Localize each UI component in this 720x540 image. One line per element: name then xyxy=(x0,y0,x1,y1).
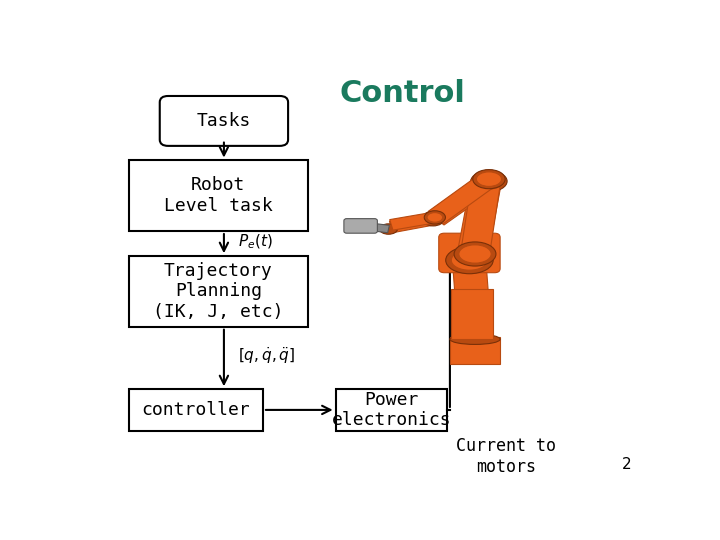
FancyBboxPatch shape xyxy=(129,389,263,431)
Ellipse shape xyxy=(422,211,444,226)
Text: Current to
motors: Current to motors xyxy=(456,437,556,476)
FancyBboxPatch shape xyxy=(450,337,500,364)
Polygon shape xyxy=(390,213,438,233)
Ellipse shape xyxy=(477,172,502,186)
Ellipse shape xyxy=(427,213,443,222)
Ellipse shape xyxy=(379,224,397,234)
Polygon shape xyxy=(461,180,500,255)
Polygon shape xyxy=(453,264,492,340)
Ellipse shape xyxy=(446,247,493,274)
Polygon shape xyxy=(390,212,436,230)
Ellipse shape xyxy=(450,334,500,345)
Ellipse shape xyxy=(451,250,487,270)
Text: $P_e(t)$: $P_e(t)$ xyxy=(238,232,273,251)
Text: Power
electronics: Power electronics xyxy=(331,390,451,429)
Polygon shape xyxy=(457,180,501,258)
Polygon shape xyxy=(451,289,493,339)
Polygon shape xyxy=(428,173,497,224)
Polygon shape xyxy=(428,175,497,225)
Text: $[q, \dot{q}, \ddot{q}]$: $[q, \dot{q}, \ddot{q}]$ xyxy=(238,346,295,366)
Ellipse shape xyxy=(425,213,441,224)
Ellipse shape xyxy=(475,173,503,189)
Text: 2: 2 xyxy=(621,457,631,472)
Text: Control: Control xyxy=(340,79,465,109)
FancyBboxPatch shape xyxy=(438,233,500,273)
FancyBboxPatch shape xyxy=(129,256,307,327)
Text: Tasks: Tasks xyxy=(197,112,251,130)
Ellipse shape xyxy=(459,245,491,263)
Ellipse shape xyxy=(424,211,446,224)
FancyBboxPatch shape xyxy=(344,219,377,233)
FancyBboxPatch shape xyxy=(129,160,307,231)
Text: Trajectory
Planning
(IK, J, etc): Trajectory Planning (IK, J, etc) xyxy=(153,261,284,321)
Text: Robot
Level task: Robot Level task xyxy=(164,177,273,215)
Polygon shape xyxy=(354,221,390,233)
FancyBboxPatch shape xyxy=(160,96,288,146)
Ellipse shape xyxy=(454,242,496,266)
Text: controller: controller xyxy=(142,401,251,419)
Ellipse shape xyxy=(471,171,507,192)
Ellipse shape xyxy=(473,170,505,188)
FancyBboxPatch shape xyxy=(336,389,447,431)
